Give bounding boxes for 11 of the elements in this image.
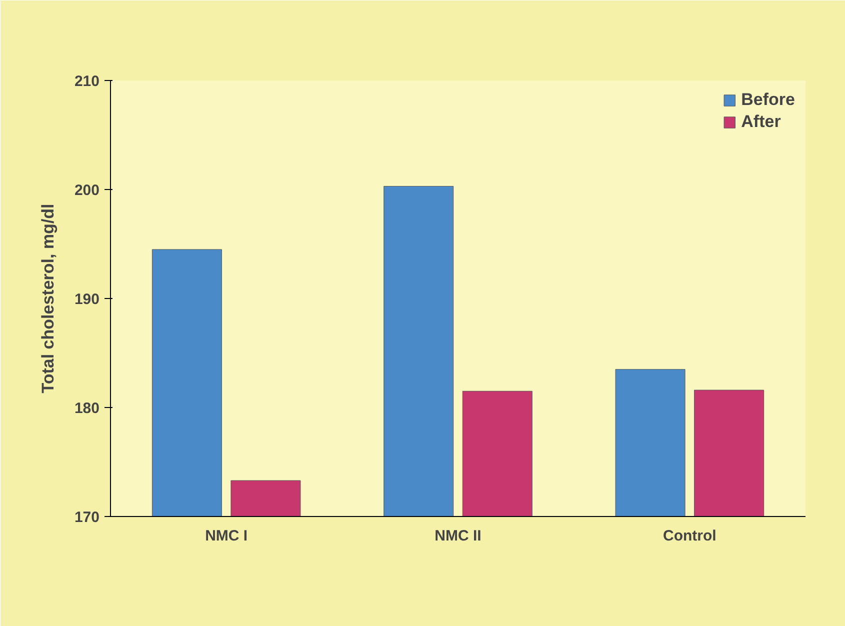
legend-label: After bbox=[741, 112, 781, 132]
y-axis-title: Total cholesterol, mg/dl bbox=[38, 204, 58, 394]
x-tick-label: NMC I bbox=[205, 528, 248, 544]
y-tick-label: 170 bbox=[74, 509, 100, 526]
y-tick-label: 200 bbox=[74, 182, 100, 199]
x-tick-label: NMC II bbox=[434, 528, 482, 544]
y-tick-label: 190 bbox=[74, 291, 100, 308]
x-tick-label: Control bbox=[663, 528, 716, 544]
y-tick-label: 180 bbox=[74, 400, 100, 417]
y-tick-label: 210 bbox=[74, 73, 100, 90]
legend-label: Before bbox=[741, 90, 795, 110]
